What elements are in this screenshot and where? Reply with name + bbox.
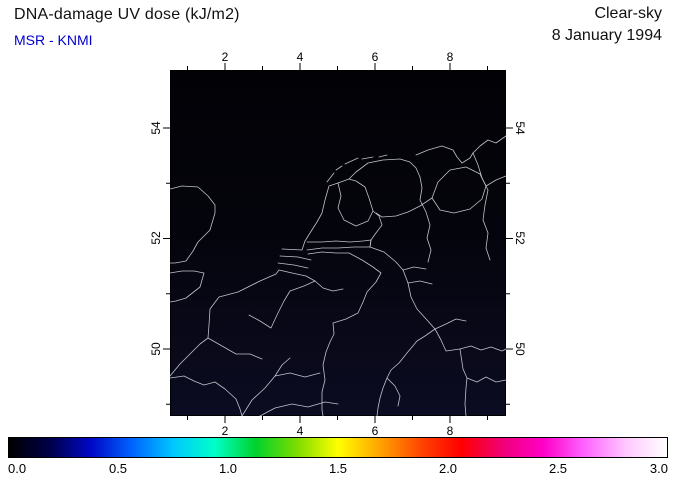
colorbar-label: 2.5 (548, 461, 568, 476)
x-tick-label-bottom: 4 (296, 424, 304, 438)
map-frame (170, 70, 506, 416)
y-tick-label-right: 52 (513, 231, 527, 245)
x-tick-label-top: 8 (446, 50, 454, 64)
page-title: DNA-damage UV dose (kJ/m2) (14, 6, 240, 23)
y-tick-label-right: 54 (513, 121, 527, 135)
colorbar-label: 0.5 (108, 461, 128, 476)
x-tick-label-top: 4 (296, 50, 304, 64)
colorbar-label: 1.0 (218, 461, 238, 476)
coastline-layer (170, 135, 506, 416)
colorbar-label: 0.0 (8, 461, 27, 476)
map-canvas (163, 63, 513, 423)
x-tick-label-top: 6 (371, 50, 379, 64)
colorbar-label: 2.0 (438, 461, 458, 476)
colorbar-gradient (8, 437, 668, 458)
y-tick-label-left: 50 (149, 342, 163, 356)
y-tick-label-right: 50 (513, 342, 527, 356)
x-tick-label-top: 2 (221, 50, 229, 64)
colorbar-label: 1.5 (328, 461, 348, 476)
colorbar-label: 3.0 (649, 461, 668, 476)
y-tick-label-left: 54 (149, 121, 163, 135)
x-tick-label-bottom: 6 (371, 424, 379, 438)
y-tick-label-left: 52 (149, 231, 163, 245)
source-label: MSR - KNMI (14, 32, 93, 48)
map-panel: 2 4 6 8 2 4 6 8 54 52 50 54 52 50 (140, 48, 536, 442)
x-tick-label-bottom: 8 (446, 424, 454, 438)
x-tick-label-bottom: 2 (221, 424, 229, 438)
condition-label: Clear-sky (594, 5, 662, 22)
date-label: 8 January 1994 (551, 27, 662, 44)
axis-ticks (163, 63, 513, 423)
